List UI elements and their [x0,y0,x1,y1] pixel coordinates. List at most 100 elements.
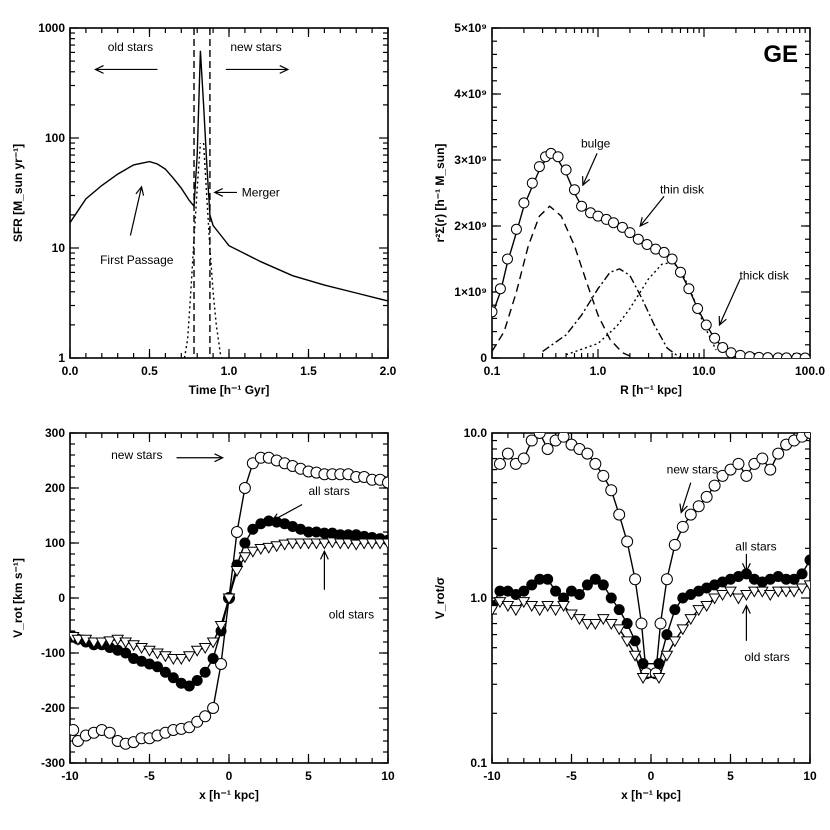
marker-new-stars [501,447,514,460]
marker-old-stars [533,605,547,617]
arrow-merger-head [213,187,224,197]
marker-old-stars [286,538,299,550]
marker-all-stars [788,573,800,585]
y-axis-label: SFR [M_sun yr⁻¹] [11,144,25,242]
marker-old-stars [636,672,650,684]
annotation: old stars [744,650,789,664]
y-axis-label: V_rot [km s⁻¹] [11,558,25,638]
x-tick-label: 5 [727,769,734,783]
arrow-all-stars-shaft [271,503,303,522]
panel-sfr: 0.0 0.5 1.0 1.5 2.0 1 10 100 1000 Time [h⁻¹ Gyr] S… [11,21,397,397]
marker-all-stars [191,675,203,686]
arrow-thick-disk-head [718,315,727,327]
series-old-stars [183,142,202,358]
marker-new-stars [493,457,506,470]
marker-all-stars [605,592,617,604]
arrow-old-stars-head [741,604,751,614]
data-point [641,238,653,250]
marker-all-stars [573,589,585,601]
axes-frame [491,432,811,764]
annotation: old stars [329,608,374,622]
data-point [526,177,538,189]
data-point [717,341,729,353]
x-tick-label: 10.0 [692,364,716,378]
data-point [510,223,522,235]
marker-old-stars [182,651,196,663]
y-tick-label: -300 [41,756,65,770]
y-tick-label: 200 [45,481,65,495]
data-point [683,283,695,295]
marker-new-stars [740,469,753,482]
y-tick-label: 100 [45,536,65,550]
y-tick-label: 1.0 [470,591,487,605]
marker-new-stars [382,476,388,489]
data-point [658,246,670,258]
data-point [494,283,506,295]
annotation: old stars [108,40,153,54]
marker-old-stars [357,538,371,550]
marker-all-stars [597,579,609,591]
marker-old-stars [302,538,315,550]
marker-old-stars [206,637,220,649]
marker-all-stars [159,666,171,678]
y-tick-label: 100 [45,131,65,145]
y-tick-label: 300 [45,426,65,440]
annotation: all stars [735,540,776,554]
arrow-all-stars-head [270,513,281,522]
x-tick-label: -10 [61,769,79,783]
marker-new-stars [215,658,228,670]
x-tick-label: 0.0 [62,364,79,378]
y-tick-label: 0.1 [470,756,487,770]
marker-old-stars [716,590,729,602]
data-point [780,352,792,358]
marker-old-stars [294,538,307,550]
marker-new-stars [70,724,80,736]
data-point [791,352,803,358]
data-point [492,306,498,318]
y-tick-label: 10 [52,241,66,255]
marker-old-stars [724,586,737,598]
data-point [666,253,678,265]
marker-new-stars [756,452,769,465]
marker-new-stars [732,457,745,470]
marker-old-stars [549,605,562,617]
data-point [568,184,580,196]
panel-vrot: -10 -5 0 5 10 -300 -200 -100 0 100 200 300 x [h⁻¹ kp… [11,426,395,802]
x-tick-label: 1.5 [300,364,317,378]
marker-old-stars [381,538,388,550]
marker-old-stars [95,637,109,649]
marker-all-stars [589,573,601,585]
arrow-old-stars-head [319,549,329,560]
marker-old-stars [278,539,292,551]
marker-new-stars [525,434,538,447]
x-tick-label: -5 [566,769,577,783]
marker-all-stars [239,537,251,549]
y-tick-label: 1000 [38,21,65,35]
marker-new-stars [230,526,243,538]
series-total-fit [492,155,810,358]
marker-new-stars [103,726,116,739]
plot-area [492,147,810,358]
marker-old-stars [803,580,810,592]
y-tick-label: 0 [480,351,487,365]
arrow-new-stars-head [679,503,688,514]
annotation: thin disk [660,183,705,197]
plot-area [492,433,810,684]
annotation: new stars [667,463,718,477]
x-tick-label: -10 [483,769,501,783]
x-tick-label: 2.0 [380,364,397,378]
data-point [692,303,704,314]
x-tick-label: 1.0 [221,364,238,378]
x-axis-label: x [h⁻¹ kpc] [621,788,681,802]
x-tick-label: 0 [226,769,233,783]
data-point [624,227,636,239]
data-point [607,217,619,229]
marker-all-stars [518,585,530,597]
marker-old-stars [230,566,244,577]
marker-all-stars [542,573,554,585]
marker-old-stars [349,539,363,551]
arrow-bulge-head [582,176,591,187]
marker-old-stars [310,538,323,550]
plot-area [70,451,388,750]
marker-old-stars [198,643,212,654]
